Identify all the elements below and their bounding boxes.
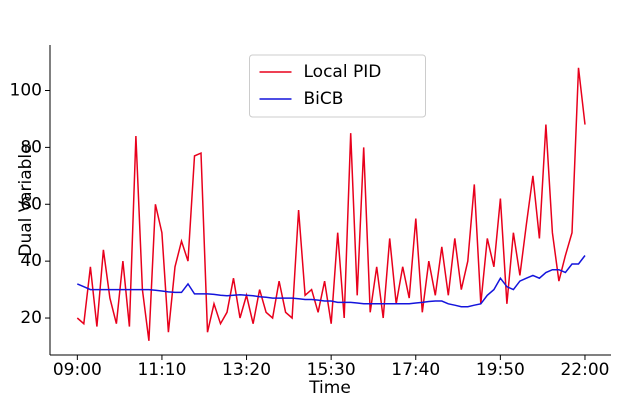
- y-tick-label: 100: [10, 81, 42, 101]
- x-tick-label: 11:10: [137, 360, 186, 380]
- y-axis-label: Dual Variable: [16, 143, 36, 256]
- x-axis-label: Time: [308, 378, 351, 398]
- legend-label: BiCB: [304, 89, 344, 109]
- legend-label: Local PID: [304, 62, 382, 82]
- x-tick-label: 13:20: [222, 360, 271, 380]
- data-line: [76, 67, 586, 341]
- x-tick-label: 17:40: [391, 360, 440, 380]
- x-tick-label: 22:00: [560, 360, 609, 380]
- x-tick-label: 09:00: [53, 360, 102, 380]
- x-tick-label: 15:30: [307, 360, 356, 380]
- x-tick-label: 19:50: [476, 360, 525, 380]
- legend-box: [249, 54, 426, 118]
- y-tick-label: 40: [20, 251, 42, 271]
- y-tick-label: 60: [20, 194, 42, 214]
- y-tick-label: 80: [20, 137, 42, 157]
- y-tick-label: 20: [20, 308, 42, 328]
- data-line: [77, 255, 586, 308]
